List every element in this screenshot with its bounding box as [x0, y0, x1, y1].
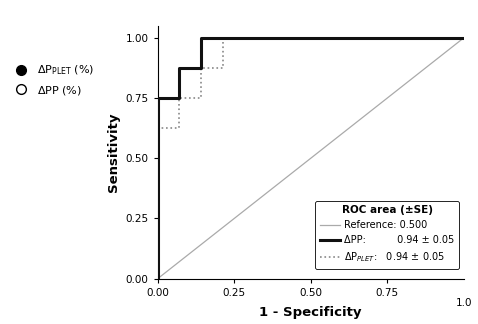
Y-axis label: Sensitivity: Sensitivity — [107, 112, 120, 192]
X-axis label: 1 - Specificity: 1 - Specificity — [260, 306, 362, 319]
Legend: Reference: 0.500, ΔPP:          0.94 ± 0.05, ΔP$_{PLET}$:   0.94 ± 0.05: Reference: 0.500, ΔPP: 0.94 ± 0.05, ΔP$_… — [315, 201, 459, 269]
Text: 1.0: 1.0 — [456, 298, 472, 308]
Legend: $\Delta$P$_{\mathrm{PLET}}$ (%), $\Delta$PP (%): $\Delta$P$_{\mathrm{PLET}}$ (%), $\Delta… — [11, 64, 94, 97]
